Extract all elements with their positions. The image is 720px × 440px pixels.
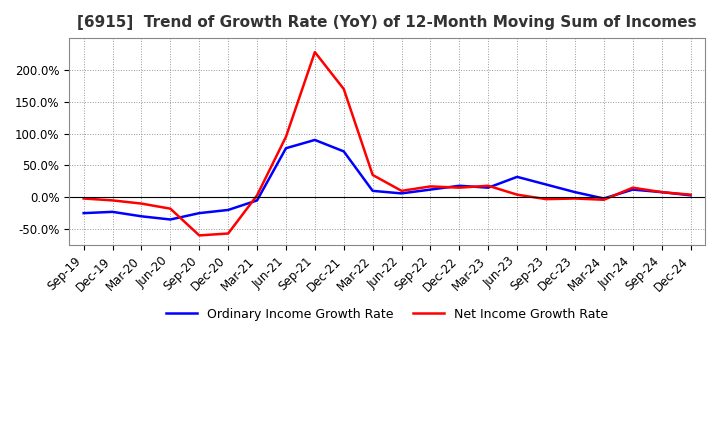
- Ordinary Income Growth Rate: [397, 191, 406, 196]
- Net Income Growth Rate: [339, 86, 348, 92]
- Line: Ordinary Income Growth Rate: Ordinary Income Growth Rate: [84, 140, 690, 220]
- Net Income Growth Rate: [426, 184, 435, 189]
- Net Income Growth Rate: [571, 196, 580, 201]
- Net Income Growth Rate: [397, 188, 406, 194]
- Ordinary Income Growth Rate: [108, 209, 117, 214]
- Ordinary Income Growth Rate: [657, 190, 666, 195]
- Net Income Growth Rate: [629, 185, 637, 191]
- Ordinary Income Growth Rate: [426, 187, 435, 192]
- Net Income Growth Rate: [108, 198, 117, 203]
- Ordinary Income Growth Rate: [282, 146, 290, 151]
- Net Income Growth Rate: [600, 197, 608, 202]
- Net Income Growth Rate: [166, 206, 175, 211]
- Ordinary Income Growth Rate: [195, 210, 204, 216]
- Ordinary Income Growth Rate: [224, 207, 233, 213]
- Ordinary Income Growth Rate: [253, 198, 261, 203]
- Net Income Growth Rate: [137, 201, 145, 206]
- Ordinary Income Growth Rate: [686, 193, 695, 198]
- Net Income Growth Rate: [657, 190, 666, 195]
- Net Income Growth Rate: [253, 193, 261, 198]
- Ordinary Income Growth Rate: [369, 188, 377, 194]
- Ordinary Income Growth Rate: [455, 183, 464, 188]
- Ordinary Income Growth Rate: [137, 214, 145, 219]
- Net Income Growth Rate: [79, 196, 88, 201]
- Net Income Growth Rate: [224, 231, 233, 236]
- Net Income Growth Rate: [369, 172, 377, 178]
- Net Income Growth Rate: [310, 49, 319, 55]
- Ordinary Income Growth Rate: [541, 182, 550, 187]
- Ordinary Income Growth Rate: [339, 149, 348, 154]
- Ordinary Income Growth Rate: [79, 210, 88, 216]
- Net Income Growth Rate: [484, 183, 492, 188]
- Ordinary Income Growth Rate: [166, 217, 175, 222]
- Net Income Growth Rate: [455, 185, 464, 191]
- Net Income Growth Rate: [195, 233, 204, 238]
- Net Income Growth Rate: [541, 197, 550, 202]
- Ordinary Income Growth Rate: [484, 185, 492, 191]
- Net Income Growth Rate: [282, 134, 290, 139]
- Net Income Growth Rate: [513, 192, 521, 197]
- Line: Net Income Growth Rate: Net Income Growth Rate: [84, 52, 690, 235]
- Ordinary Income Growth Rate: [513, 174, 521, 180]
- Ordinary Income Growth Rate: [629, 187, 637, 192]
- Title: [6915]  Trend of Growth Rate (YoY) of 12-Month Moving Sum of Incomes: [6915] Trend of Growth Rate (YoY) of 12-…: [77, 15, 697, 30]
- Ordinary Income Growth Rate: [571, 190, 580, 195]
- Legend: Ordinary Income Growth Rate, Net Income Growth Rate: Ordinary Income Growth Rate, Net Income …: [161, 303, 613, 326]
- Ordinary Income Growth Rate: [310, 137, 319, 143]
- Net Income Growth Rate: [686, 192, 695, 197]
- Ordinary Income Growth Rate: [600, 196, 608, 201]
